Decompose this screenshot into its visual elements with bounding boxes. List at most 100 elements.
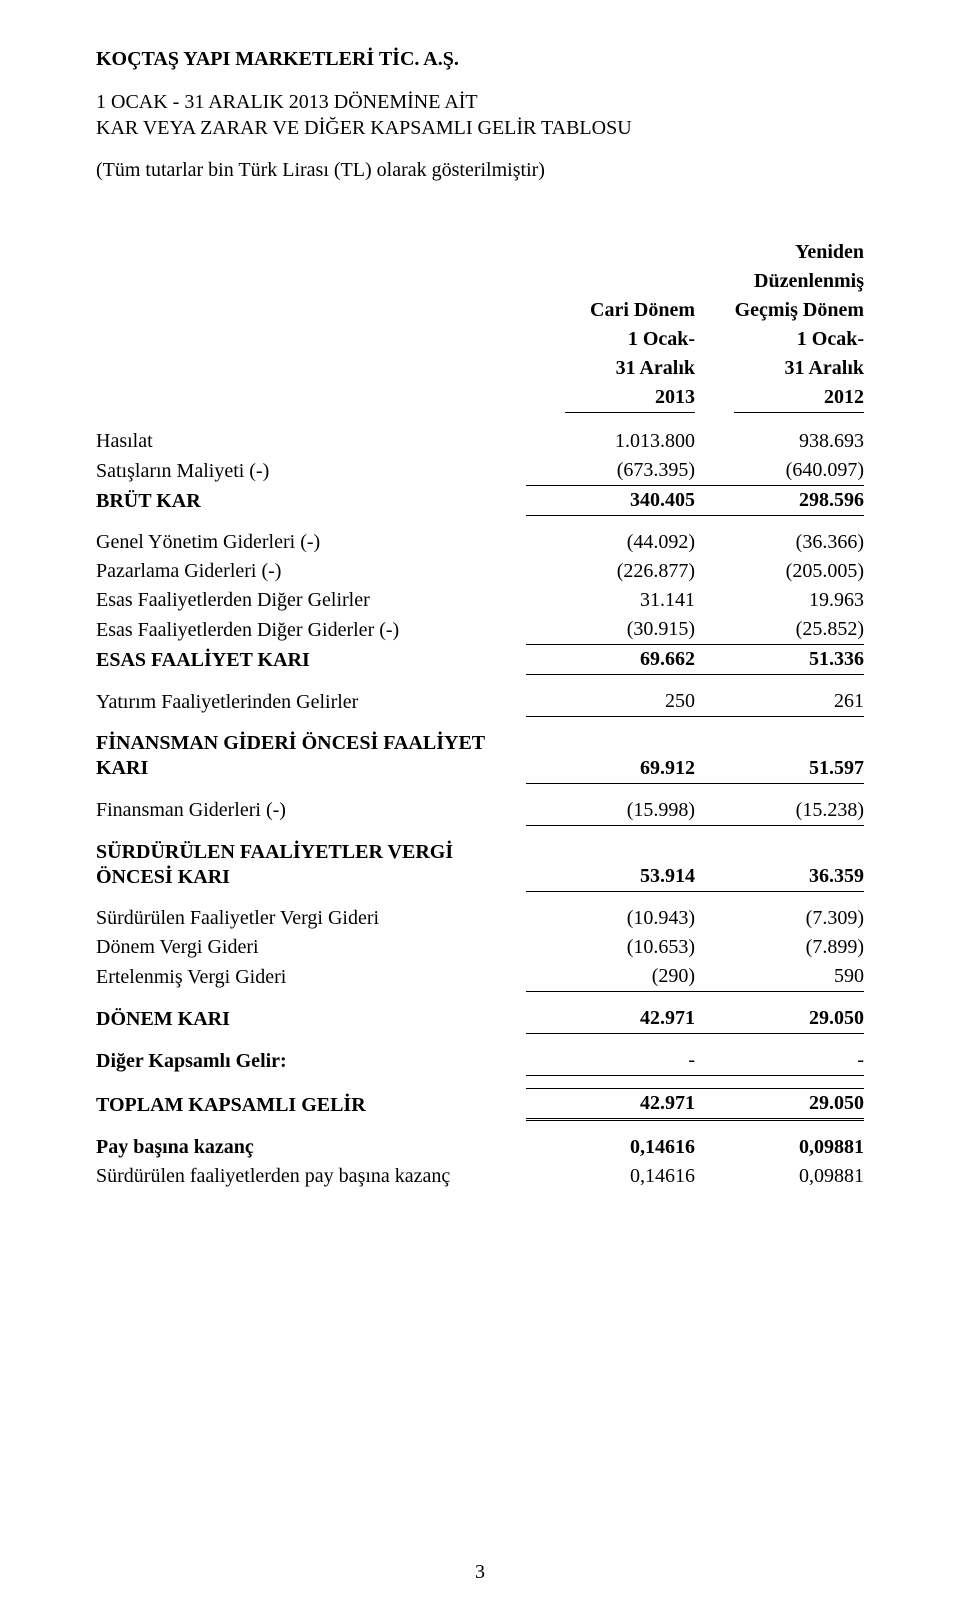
label-fin-onc: FİNANSMAN GİDERİ ÖNCESİ FAALİYET KARI: [96, 729, 526, 783]
label-paz: Pazarlama Giderleri (-): [96, 557, 526, 586]
v2-sfpbk: 0,09881: [695, 1162, 864, 1191]
v1-paz: (226.877): [526, 557, 695, 586]
v1-hasilat: 1.013.800: [526, 427, 695, 456]
page-number: 3: [0, 1561, 960, 1584]
v2-hasilat: 938.693: [695, 427, 864, 456]
v2-efdgm: (25.852): [695, 615, 864, 645]
v1-surd-vergi-onc: 53.914: [526, 838, 695, 892]
col1-h4: 1 Ocak-: [526, 325, 695, 354]
col1-h2: [526, 267, 695, 296]
title-line-2: KAR VEYA ZARAR VE DİĞER KAPSAMLI GELİR T…: [96, 115, 864, 141]
header-row-5: 31 Aralık 31 Aralık: [96, 354, 864, 383]
v1-brut-kar: 340.405: [526, 486, 695, 516]
col2-h3: Geçmiş Dönem: [695, 296, 864, 325]
label-efdg: Esas Faaliyetlerden Diğer Gelirler: [96, 586, 526, 615]
currency-note: (Tüm tutarlar bin Türk Lirası (TL) olara…: [96, 159, 864, 182]
label-tkg: TOPLAM KAPSAMLI GELİR: [96, 1089, 526, 1120]
col1-h1: [526, 238, 695, 267]
v2-tkg: 29.050: [695, 1089, 864, 1120]
v2-donem-kar: 29.050: [695, 1004, 864, 1034]
v1-gyg: (44.092): [526, 528, 695, 557]
col2-h6: 2012: [734, 385, 864, 413]
label-satis-maliyeti: Satışların Maliyeti (-): [96, 456, 526, 486]
v2-gyg: (36.366): [695, 528, 864, 557]
header-row-2: Düzenlenmiş: [96, 267, 864, 296]
col2-h2: Düzenlenmiş: [695, 267, 864, 296]
title-line-1: 1 OCAK - 31 ARALIK 2013 DÖNEMİNE AİT: [96, 89, 864, 115]
col2-h5: 31 Aralık: [695, 354, 864, 383]
label-gyg: Genel Yönetim Giderleri (-): [96, 528, 526, 557]
v2-sfvg: (7.309): [695, 904, 864, 933]
label-evg: Ertelenmiş Vergi Gideri: [96, 962, 526, 992]
v1-fin-onc: 69.912: [526, 729, 695, 783]
row-fin-onc: FİNANSMAN GİDERİ ÖNCESİ FAALİYET KARI 69…: [96, 729, 864, 783]
header-row-4: 1 Ocak- 1 Ocak-: [96, 325, 864, 354]
v2-fin-gid: (15.238): [695, 796, 864, 826]
label-fin-gid: Finansman Giderleri (-): [96, 796, 526, 826]
v1-tkg: 42.971: [526, 1089, 695, 1120]
row-surd-vergi-onc: SÜRDÜRÜLEN FAALİYETLER VERGİ ÖNCESİ KARI…: [96, 838, 864, 892]
header-row-6: 2013 2012: [96, 383, 864, 415]
row-satis-maliyeti: Satışların Maliyeti (-) (673.395) (640.0…: [96, 456, 864, 486]
row-tkg: TOPLAM KAPSAMLI GELİR 42.971 29.050: [96, 1089, 864, 1120]
v2-dvg: (7.899): [695, 933, 864, 962]
label-brut-kar: BRÜT KAR: [96, 486, 526, 516]
label-dkg: Diğer Kapsamlı Gelir:: [96, 1046, 526, 1076]
label-pbk: Pay başına kazanç: [96, 1133, 526, 1162]
label-esas-kar: ESAS FAALİYET KARI: [96, 645, 526, 675]
label-efdgm: Esas Faaliyetlerden Diğer Giderler (-): [96, 615, 526, 645]
v2-surd-vergi-onc: 36.359: [695, 838, 864, 892]
v1-sfpbk: 0,14616: [526, 1162, 695, 1191]
col1-h6: 2013: [565, 385, 695, 413]
v1-sfvg: (10.943): [526, 904, 695, 933]
v1-dkg: -: [526, 1046, 695, 1076]
label-yfg: Yatırım Faaliyetlerinden Gelirler: [96, 687, 526, 717]
row-yfg: Yatırım Faaliyetlerinden Gelirler 250 26…: [96, 687, 864, 717]
v1-satis-maliyeti: (673.395): [526, 456, 695, 486]
label-hasilat: Hasılat: [96, 427, 526, 456]
v1-evg: (290): [526, 962, 695, 992]
row-fin-gid: Finansman Giderleri (-) (15.998) (15.238…: [96, 796, 864, 826]
v2-evg: 590: [695, 962, 864, 992]
v2-efdg: 19.963: [695, 586, 864, 615]
row-paz: Pazarlama Giderleri (-) (226.877) (205.0…: [96, 557, 864, 586]
page: KOÇTAŞ YAPI MARKETLERİ TİC. A.Ş. 1 OCAK …: [0, 0, 960, 1624]
col1-h3: Cari Dönem: [526, 296, 695, 325]
col2-h4: 1 Ocak-: [695, 325, 864, 354]
col2-h1: Yeniden: [695, 238, 864, 267]
v2-yfg: 261: [695, 687, 864, 717]
v1-yfg: 250: [526, 687, 695, 717]
col1-h5: 31 Aralık: [526, 354, 695, 383]
row-donem-kar: DÖNEM KARI 42.971 29.050: [96, 1004, 864, 1034]
label-surd-vergi-onc: SÜRDÜRÜLEN FAALİYETLER VERGİ ÖNCESİ KARI: [96, 838, 526, 892]
row-dkg: Diğer Kapsamlı Gelir: - -: [96, 1046, 864, 1076]
v2-dkg: -: [695, 1046, 864, 1076]
v1-donem-kar: 42.971: [526, 1004, 695, 1034]
label-donem-kar: DÖNEM KARI: [96, 1004, 526, 1034]
row-pbk: Pay başına kazanç 0,14616 0,09881: [96, 1133, 864, 1162]
v2-pbk: 0,09881: [695, 1133, 864, 1162]
v2-fin-onc: 51.597: [695, 729, 864, 783]
row-dvg: Dönem Vergi Gideri (10.653) (7.899): [96, 933, 864, 962]
v1-dvg: (10.653): [526, 933, 695, 962]
v1-efdgm: (30.915): [526, 615, 695, 645]
row-efdg: Esas Faaliyetlerden Diğer Gelirler 31.14…: [96, 586, 864, 615]
v1-esas-kar: 69.662: [526, 645, 695, 675]
label-sfvg: Sürdürülen Faaliyetler Vergi Gideri: [96, 904, 526, 933]
row-hasilat: Hasılat 1.013.800 938.693: [96, 427, 864, 456]
v1-pbk: 0,14616: [526, 1133, 695, 1162]
row-evg: Ertelenmiş Vergi Gideri (290) 590: [96, 962, 864, 992]
header-row-1: Yeniden: [96, 238, 864, 267]
label-dvg: Dönem Vergi Gideri: [96, 933, 526, 962]
row-sfpbk: Sürdürülen faaliyetlerden pay başına kaz…: [96, 1162, 864, 1191]
income-statement-table: Yeniden Düzenlenmiş Cari Dönem Geçmiş Dö…: [96, 238, 864, 1191]
company-name: KOÇTAŞ YAPI MARKETLERİ TİC. A.Ş.: [96, 48, 864, 71]
v2-paz: (205.005): [695, 557, 864, 586]
row-sfvg: Sürdürülen Faaliyetler Vergi Gideri (10.…: [96, 904, 864, 933]
v2-esas-kar: 51.336: [695, 645, 864, 675]
v1-efdg: 31.141: [526, 586, 695, 615]
v2-brut-kar: 298.596: [695, 486, 864, 516]
v1-fin-gid: (15.998): [526, 796, 695, 826]
row-brut-kar: BRÜT KAR 340.405 298.596: [96, 486, 864, 516]
row-efdgm: Esas Faaliyetlerden Diğer Giderler (-) (…: [96, 615, 864, 645]
